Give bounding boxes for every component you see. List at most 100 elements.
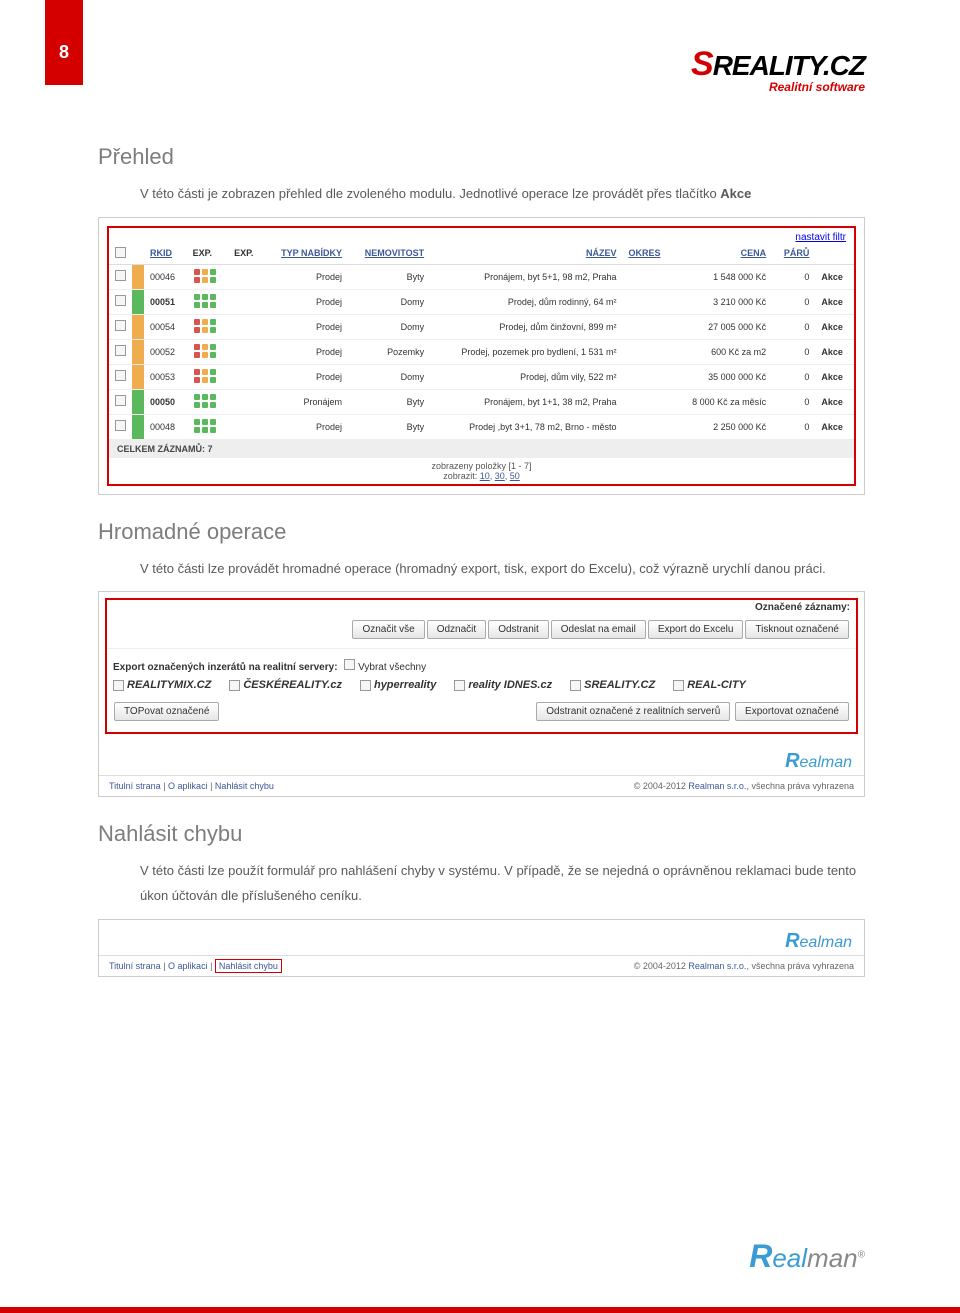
row-checkbox[interactable] [115,320,126,331]
page-size-10[interactable]: 10 [480,471,490,481]
footer-nahlasit-link-highlighted[interactable]: Nahlásit chybu [215,959,282,973]
row-akce-button[interactable]: Akce [815,314,854,339]
footer-titulni-link[interactable]: Titulní strana [109,781,161,791]
batch-screenshot: Označené záznamy: Označit všeOdznačitOds… [98,591,865,797]
row-akce-button[interactable]: Akce [815,389,854,414]
cell-rkid: 00052 [144,339,187,364]
top-button[interactable]: TOPovat označené [114,702,219,721]
page-number-tab: 8 [45,0,83,85]
cell-cena: 27 005 000 Kč [673,314,772,339]
table-row: 00050 PronájemBytyPronájem, byt 1+1, 38 m… [109,389,854,414]
batch-button[interactable]: Odeslat na email [551,620,646,639]
cell-rkid: 00048 [144,414,187,439]
batch-button[interactable]: Odstranit [488,620,549,639]
cell-exp-dots [187,339,228,364]
row-akce-button[interactable]: Akce [815,339,854,364]
footer-nahlasit-link[interactable]: Nahlásit chybu [215,781,274,791]
export-label: Export označených inzerátů na realitní s… [113,662,338,673]
cell-paru: 0 [772,289,815,314]
copyright-realman-link-2[interactable]: Realman s.r.o. [688,961,746,971]
footer-oaplikaci-link-2[interactable]: O aplikaci [168,961,208,971]
section-body-prehled: V této části je zobrazen přehled dle zvo… [98,182,865,207]
server-option[interactable]: SREALITY.CZ [570,679,655,691]
row-checkbox[interactable] [115,420,126,431]
export-marked-button[interactable]: Exportovat označené [735,702,849,721]
cell-nemovitost: Byty [348,389,430,414]
cell-cena: 35 000 000 Kč [673,364,772,389]
cell-paru: 0 [772,364,815,389]
page-size-30[interactable]: 30 [495,471,505,481]
cell-rkid: 00053 [144,364,187,389]
col-typ[interactable]: TYP NABÍDKY [264,243,348,265]
cell-cena: 1 548 000 Kč [673,264,772,289]
cell-paru: 0 [772,389,815,414]
cell-typ: Prodej [264,264,348,289]
realman-logo-small-2: Realman [99,920,864,955]
col-exp1: EXP. [187,243,228,265]
cell-typ: Pronájem [264,389,348,414]
cell-rkid: 00054 [144,314,187,339]
batch-button[interactable]: Označit vše [352,620,424,639]
col-okres[interactable]: OKRES [622,243,673,265]
select-all-servers-label: Vybrat všechny [358,662,426,673]
footer-screenshot: Realman Titulní strana | O aplikaci | Na… [98,919,865,977]
row-akce-button[interactable]: Akce [815,414,854,439]
col-rkid[interactable]: RKID [144,243,187,265]
cell-nazev: Prodej ,byt 3+1, 78 m2, Brno - město [430,414,622,439]
server-option[interactable]: REALITYMIX.CZ [113,679,211,691]
server-option[interactable]: hyperreality [360,679,436,691]
cell-exp-dots [187,389,228,414]
page-size-50[interactable]: 50 [510,471,520,481]
server-option[interactable]: ČESKÉREALITY.cz [229,679,342,691]
table-row: 00048 ProdejBytyProdej ,byt 3+1, 78 m2, B… [109,414,854,439]
batch-button[interactable]: Export do Excelu [648,620,744,639]
col-paru[interactable]: PÁRŮ [772,243,815,265]
batch-button[interactable]: Tisknout označené [745,620,849,639]
cell-typ: Prodej [264,364,348,389]
footer-titulni-link-2[interactable]: Titulní strana [109,961,161,971]
row-checkbox[interactable] [115,270,126,281]
batch-button[interactable]: Odznačit [427,620,486,639]
row-checkbox[interactable] [115,370,126,381]
cell-nazev: Pronájem, byt 5+1, 98 m2, Praha [430,264,622,289]
cell-exp-dots [187,264,228,289]
col-cena[interactable]: CENA [673,243,772,265]
screenshot-footer-2: Titulní strana | O aplikaci | Nahlásit c… [99,955,864,976]
table-row: 00046ProdejBytyPronájem, byt 5+1, 98 m2,… [109,264,854,289]
listings-table: RKID EXP. EXP. TYP NABÍDKY NEMOVITOST NÁ… [109,243,854,440]
cell-rkid: 00050 [144,389,187,414]
row-checkbox[interactable] [115,295,126,306]
cell-nemovitost: Domy [348,289,430,314]
cell-typ: Prodej [264,414,348,439]
table-total: CELKEM ZÁZNAMŮ: 7 [109,440,854,458]
batch-header: Označené záznamy: [107,600,856,615]
table-row: 00051ProdejDomyProdej, dům rodinný, 64 m… [109,289,854,314]
row-checkbox[interactable] [115,395,126,406]
cell-cena: 3 210 000 Kč [673,289,772,314]
row-akce-button[interactable]: Akce [815,289,854,314]
cell-paru: 0 [772,339,815,364]
cell-rkid: 00051 [144,289,187,314]
cell-nemovitost: Domy [348,364,430,389]
row-akce-button[interactable]: Akce [815,264,854,289]
table-paging: zobrazeny položky [1 - 7] zobrazit: 10, … [109,458,854,484]
filter-link[interactable]: nastavit filtr [795,232,846,243]
footer-oaplikaci-link[interactable]: O aplikaci [168,781,208,791]
remove-from-servers-button[interactable]: Odstranit označené z realitních serverů [536,702,730,721]
cell-nazev: Pronájem, byt 1+1, 38 m2, Praha [430,389,622,414]
server-option[interactable]: reality IDNES.cz [454,679,552,691]
cell-cena: 2 250 000 Kč [673,414,772,439]
col-nemovitost[interactable]: NEMOVITOST [348,243,430,265]
cell-paru: 0 [772,414,815,439]
select-all-checkbox[interactable] [115,247,126,258]
server-option[interactable]: REAL-CITY [673,679,746,691]
cell-cena: 600 Kč za m2 [673,339,772,364]
row-akce-button[interactable]: Akce [815,364,854,389]
cell-cena: 8 000 Kč za měsíc [673,389,772,414]
row-checkbox[interactable] [115,345,126,356]
copyright-realman-link[interactable]: Realman s.r.o. [688,781,746,791]
cell-exp-dots [187,364,228,389]
cell-nemovitost: Byty [348,414,430,439]
col-nazev[interactable]: NÁZEV [430,243,622,265]
select-all-servers-checkbox[interactable] [344,659,355,670]
